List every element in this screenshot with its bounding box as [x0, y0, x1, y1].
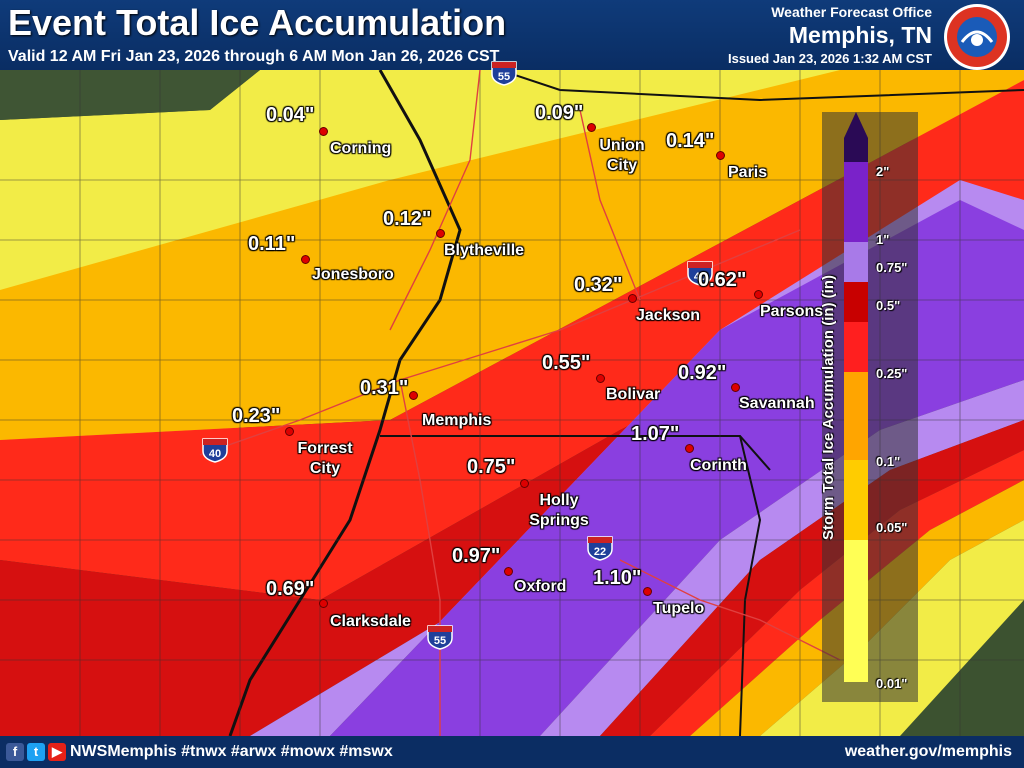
accum-value: 0.12" [383, 208, 432, 230]
city-dot [301, 255, 310, 264]
city-label: Oxford [514, 578, 567, 595]
city-label: Forrest City [297, 440, 353, 477]
legend-tick: 2" [876, 164, 890, 179]
county-lines [0, 70, 1024, 736]
band-0.75-1-se [540, 380, 1024, 736]
accum-value: 0.23" [232, 405, 281, 427]
city-label: Tupelo [653, 600, 705, 617]
accum-value: 0.55" [542, 352, 591, 374]
legend-tick: 0.01" [876, 676, 908, 691]
city-label: Corning [330, 140, 392, 157]
city-dot [319, 599, 328, 608]
interstate-shield-icon: 40 [687, 261, 713, 286]
city-label: Clarksdale [330, 613, 411, 630]
header-bar [0, 0, 1024, 70]
interstate-shield-icon: 55 [491, 61, 517, 86]
accum-value: 0.04" [266, 104, 315, 126]
accum-value: 0.31" [360, 377, 409, 399]
state-border-ky [499, 69, 1024, 102]
accum-value: 1.10" [593, 567, 642, 589]
shield-number: 22 [594, 546, 606, 558]
accum-value: 0.32" [574, 274, 623, 296]
accum-value: 0.97" [452, 545, 501, 567]
city-dot [319, 127, 328, 136]
accum-value: 1.07" [631, 423, 680, 445]
city-label: Union City [599, 137, 645, 174]
youtube-icon[interactable]: ▶ [48, 743, 66, 761]
accum-value: 0.75" [467, 456, 516, 478]
valid-period: Valid 12 AM Fri Jan 23, 2026 through 6 A… [8, 48, 500, 65]
accum-value: 0.09" [535, 102, 584, 124]
city-dot [504, 567, 513, 576]
city-dot [643, 587, 652, 596]
legend-tick: 0.05" [876, 520, 908, 535]
city-dot [409, 391, 418, 400]
city-label: Parsons [760, 303, 824, 320]
page-title: Event Total Ice Accumulation [8, 2, 507, 43]
city-label: Jonesboro [312, 266, 394, 283]
facebook-icon[interactable]: f [6, 743, 24, 761]
interstate-shield-icon: 22 [587, 536, 613, 561]
accum-value: 0.62" [698, 269, 747, 291]
band-0.1-0.25 [0, 70, 1024, 440]
city-label: Blytheville [444, 242, 525, 259]
legend-tick: 0.5" [876, 298, 901, 313]
legend-panel [822, 112, 918, 702]
legend-tick: 0.1" [876, 454, 901, 469]
accum-value: 0.14" [666, 130, 715, 152]
legend-colorbar [844, 112, 868, 682]
legend-tick: 0.25" [876, 366, 908, 381]
shield-number: 40 [209, 448, 221, 460]
city-label: Memphis [422, 412, 492, 429]
city-dot [716, 151, 725, 160]
nws-logo-icon [944, 4, 1010, 70]
band-0.5-0.75 [0, 230, 1024, 736]
legend-tick: 1" [876, 232, 890, 247]
city-label: Holly Springs [529, 492, 589, 529]
city-dot [754, 290, 763, 299]
accum-value: 0.11" [248, 233, 296, 255]
accum-value: 0.69" [266, 578, 315, 600]
issued-time: Issued Jan 23, 2026 1:32 AM CST [727, 51, 932, 66]
interstate-shield-icon: 40 [202, 438, 228, 463]
city-dot [628, 294, 637, 303]
city-dot [520, 479, 529, 488]
shield-number: 40 [694, 271, 706, 283]
social-icons: f t ▶ [6, 743, 66, 761]
city-label: Bolivar [606, 386, 661, 403]
social-handle: NWSMemphis #tnwx #arwx #mowx #mswx [70, 743, 393, 760]
office-label: Weather Forecast Office [771, 4, 932, 20]
office-city: Memphis, TN [788, 22, 932, 48]
city-label: Jackson [636, 307, 701, 324]
city-label: Paris [728, 164, 768, 181]
footer-bar [0, 736, 1024, 768]
band-0.25-0.5 [0, 80, 1024, 600]
city-dot [731, 383, 740, 392]
shield-number: 55 [434, 635, 446, 647]
city-dot [596, 374, 605, 383]
website-link[interactable]: weather.gov/memphis [844, 743, 1012, 760]
satellite-se [900, 600, 1024, 736]
interstate-shield-icon: 55 [427, 625, 453, 650]
twitter-icon[interactable]: t [27, 743, 45, 761]
legend-tick: 0.75" [876, 260, 908, 275]
band-0.01-0.05 [0, 70, 1024, 360]
accum-value: 0.92" [678, 362, 727, 384]
city-dot [285, 427, 294, 436]
state-border-ms-al [739, 435, 762, 737]
city-label: Savannah [739, 395, 815, 412]
city-dot [685, 444, 694, 453]
city-dot [436, 229, 445, 238]
city-label: Corinth [690, 457, 747, 474]
state-border [228, 69, 462, 737]
satellite-nw [0, 70, 260, 120]
city-dot [587, 123, 596, 132]
shield-number: 55 [498, 71, 510, 83]
